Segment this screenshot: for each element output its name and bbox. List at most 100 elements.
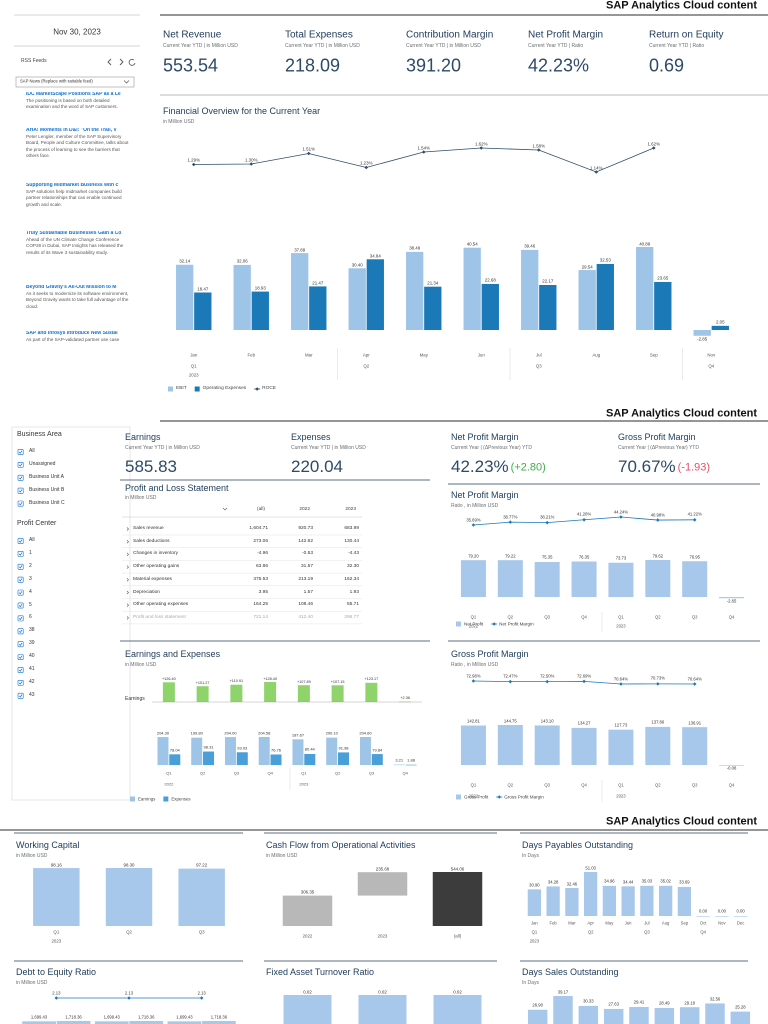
filter-option[interactable]: Business Unit B [29,486,65,493]
line-marker [306,151,311,156]
checkbox[interactable] [17,550,24,557]
cell: 1.93 [349,589,359,595]
data-label: 39.17 [557,989,569,995]
cell: 721.14 [253,615,268,621]
checkbox[interactable] [17,576,24,583]
filter-option[interactable]: Business Unit A [29,473,65,480]
refresh-button[interactable] [128,58,136,66]
cell: -0.53 [302,551,313,557]
news-title[interactable]: IDC MarketScape Positions SAP as a Le [26,92,121,98]
x-group-label: 2022 [468,793,479,799]
checkbox[interactable] [17,667,24,673]
bar [596,263,614,330]
banner-title: SAP Analytics Cloud content [606,815,757,828]
line-marker [199,996,204,1000]
checkbox[interactable] [17,679,24,686]
legend-label[interactable]: ROCE [262,386,276,392]
filter-option[interactable]: 41 [29,666,35,673]
x-tick-label: 2022 [302,933,313,939]
x-tick-label: Dec [736,920,745,926]
expand-icon[interactable] [126,616,129,620]
filter-option[interactable]: 2 [29,562,32,569]
bar [636,247,654,330]
legend-label[interactable]: Gross Profit [464,794,489,800]
legend-label[interactable]: Earnings [138,796,156,802]
filter-option[interactable]: 5 [29,601,32,608]
news-title[interactable]: SAP and Infosys Introduce New Sustai [26,331,118,337]
bar [654,281,672,330]
checkbox[interactable] [17,449,24,455]
filter-option[interactable]: 4 [29,588,32,595]
filter-option[interactable]: All [29,448,35,455]
legend-label[interactable]: Net Profit Margin [499,621,534,627]
checkbox[interactable] [17,589,24,596]
filter-option[interactable]: Business Unit C [29,499,65,506]
feed-select[interactable]: SAP News (Replace with suitable feed) [20,78,93,84]
chart-title: Debt to Equity Ratio [16,966,97,977]
legend-swatch [163,796,169,802]
filter-option[interactable]: All [29,537,35,544]
prev-button[interactable] [107,58,112,66]
filter-option[interactable]: 3 [29,575,32,582]
next-button[interactable] [119,58,124,66]
x-tick-label: Q3 [198,929,205,935]
filter-option[interactable]: 1 [29,550,32,557]
legend-swatch [130,796,135,802]
news-title[interactable]: Truly Sustainable Businesses Gain a Co [26,231,122,237]
checkbox[interactable] [17,628,24,635]
checkbox[interactable] [17,692,24,699]
legend-label[interactable]: Operating Expenses [202,386,247,392]
checkbox[interactable] [17,474,24,481]
filter-option[interactable]: 38 [29,627,35,634]
legend-label[interactable]: Expenses [171,796,191,802]
filter-option[interactable]: 43 [29,691,35,698]
data-label: +107.15 [330,679,345,684]
x-group-label: 2023 [616,623,626,629]
checkbox[interactable] [17,615,24,622]
bar [682,727,708,765]
data-label: 2.05 [716,319,725,325]
checkbox[interactable] [17,487,24,494]
data-label: 0.02 [303,988,312,994]
checkbox[interactable] [17,602,24,609]
chart-subtitle: in Million USD [266,853,298,860]
filter-option[interactable]: 6 [29,614,32,621]
banner-title: SAP Analytics Cloud content [606,407,757,420]
checkbox[interactable] [17,538,24,544]
kpi-title: Net Profit Margin [528,29,604,41]
x-tick-label: May [605,920,614,926]
news-title[interactable]: Beyond Gravity's All-Out Mission to M [26,285,117,291]
expand-icon[interactable] [126,527,129,531]
legend-label[interactable]: Gross Profit Margin [504,794,544,800]
checkbox[interactable] [17,461,24,468]
line-marker [619,682,623,686]
expand-icon[interactable] [126,578,129,582]
checkbox[interactable] [17,654,24,660]
news-title[interactable]: Supporting Midmarket Business with c [26,183,119,189]
checkbox[interactable] [17,641,24,648]
line-marker [536,148,541,152]
data-label: 72.98% [466,673,481,679]
bar [371,754,383,765]
checkbox[interactable] [17,563,24,570]
legend-label[interactable]: EBIT [176,386,187,392]
filter-option[interactable]: Unassigned [29,461,56,468]
expand-icon[interactable] [126,539,129,544]
expand-icon[interactable] [126,552,129,557]
expand-icon[interactable] [126,603,129,607]
filter-option[interactable]: 40 [29,653,35,660]
x-tick-label: Q1 [53,929,60,935]
sort-icon[interactable] [222,507,228,511]
filter-option[interactable]: 39 [29,640,35,647]
x-tick-label: Q2 [507,782,514,788]
news-title[interactable]: AHA! Moments in D&I: "On the Trail, V [26,128,117,134]
cell: 273.06 [253,538,268,544]
legend-label[interactable]: Net Profit [464,621,484,627]
filter-option[interactable]: 42 [29,679,35,686]
expand-icon[interactable] [126,590,129,595]
data-label: 72.69% [576,673,592,679]
feed-dropdown[interactable] [15,76,135,88]
checkbox[interactable] [17,500,24,507]
expand-icon[interactable] [126,565,129,569]
